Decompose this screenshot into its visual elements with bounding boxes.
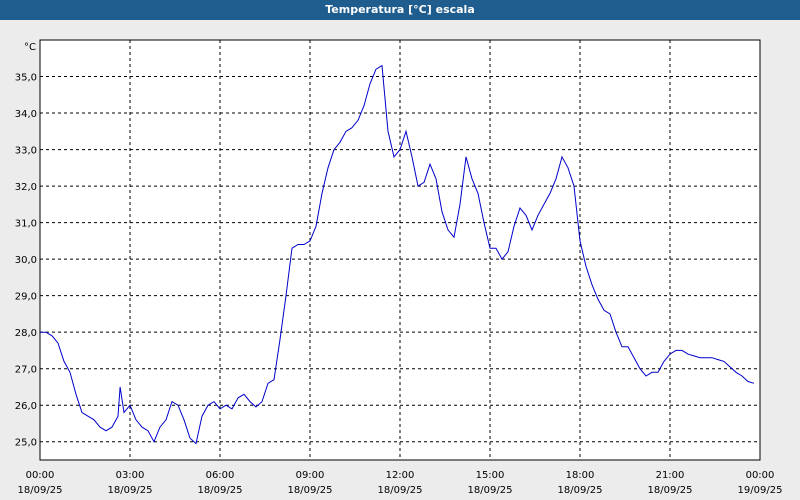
- x-tick-date-label: 18/09/25: [288, 485, 333, 496]
- y-tick-label: 28,0: [15, 328, 37, 339]
- y-tick-label: 27,0: [15, 365, 37, 376]
- x-tick-date-label: 18/09/25: [378, 485, 423, 496]
- x-tick-date-label: 18/09/25: [468, 485, 513, 496]
- x-tick-time-label: 00:00: [746, 470, 775, 481]
- y-tick-label: 31,0: [15, 219, 37, 230]
- x-tick-time-label: 15:00: [476, 470, 505, 481]
- x-tick-time-label: 21:00: [656, 470, 685, 481]
- series-layer: [40, 64, 755, 445]
- chart-title: Temperatura [°C] escala: [0, 0, 800, 20]
- x-tick-date-label: 19/09/25: [738, 485, 783, 496]
- y-tick-label: 33,0: [15, 146, 37, 157]
- x-tick-date-label: 18/09/25: [198, 485, 243, 496]
- x-tick-time-label: 09:00: [296, 470, 325, 481]
- temperature-series-line: [40, 64, 755, 445]
- tick-labels: 25,0 26,0 27,0 28,0 29,0 30,0 31,0 32,0 33,0 34,0…: [15, 73, 783, 496]
- grid-lines: [40, 40, 760, 460]
- y-axis-unit-label: °C: [24, 42, 36, 53]
- y-tick-label: 34,0: [15, 109, 37, 120]
- y-tick-label: 29,0: [15, 292, 37, 303]
- x-tick-time-label: 06:00: [206, 470, 235, 481]
- y-tick-label: 26,0: [15, 401, 37, 412]
- x-tick-time-label: 12:00: [386, 470, 415, 481]
- y-tick-label: 35,0: [15, 73, 37, 84]
- x-tick-time-label: 18:00: [566, 470, 595, 481]
- y-tick-label: 30,0: [15, 255, 37, 266]
- y-tick-label: 32,0: [15, 182, 37, 193]
- y-tick-label: 25,0: [15, 438, 37, 449]
- x-tick-date-label: 18/09/25: [648, 485, 693, 496]
- x-tick-time-label: 03:00: [116, 470, 145, 481]
- x-tick-date-label: 18/09/25: [558, 485, 603, 496]
- x-tick-date-label: 18/09/25: [18, 485, 63, 496]
- x-tick-date-label: 18/09/25: [108, 485, 153, 496]
- x-tick-time-label: 00:00: [26, 470, 55, 481]
